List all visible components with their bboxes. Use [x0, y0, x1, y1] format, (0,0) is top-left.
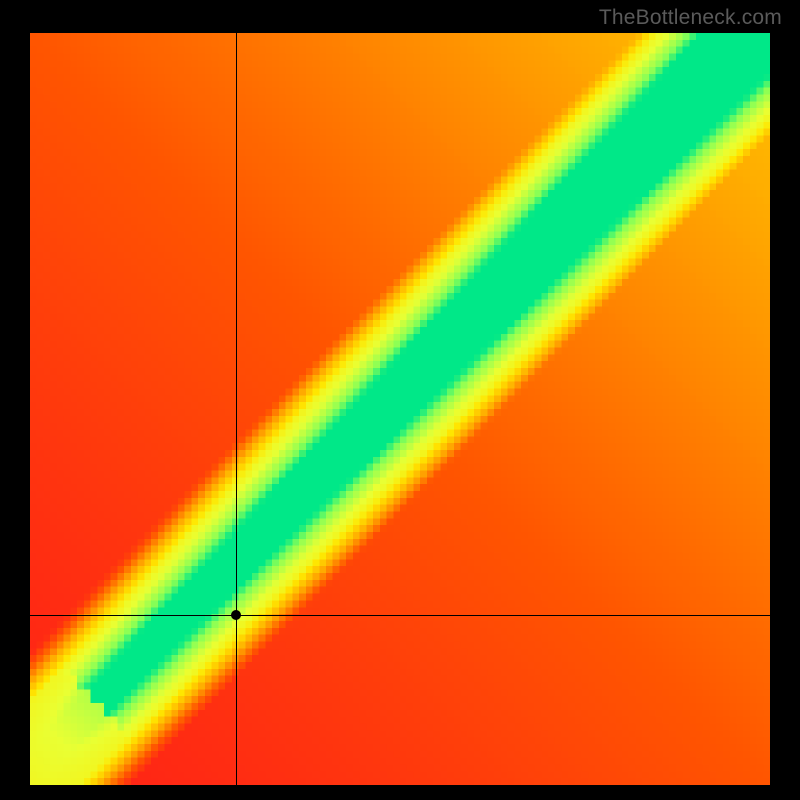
crosshair-horizontal: [30, 615, 770, 616]
heatmap-plot: [30, 33, 770, 785]
heatmap-canvas: [30, 33, 770, 785]
watermark-text: TheBottleneck.com: [599, 6, 782, 30]
crosshair-vertical: [236, 33, 237, 785]
marker-dot: [231, 610, 241, 620]
